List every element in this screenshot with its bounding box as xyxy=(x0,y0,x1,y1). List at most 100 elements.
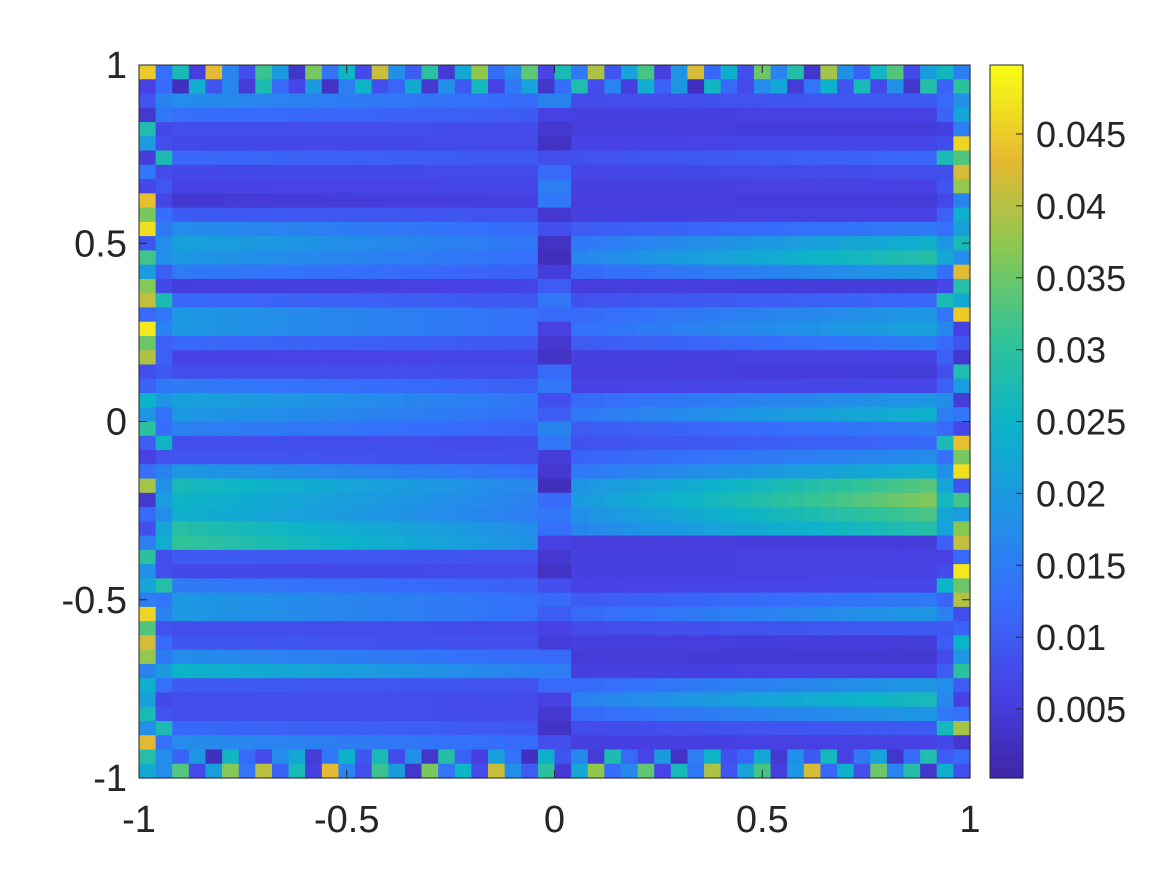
heatmap-cell xyxy=(620,136,639,152)
heatmap-cell xyxy=(837,293,855,309)
heatmap-cell xyxy=(720,592,738,608)
heatmap-cell xyxy=(770,221,788,237)
heatmap-cell xyxy=(521,435,539,451)
heatmap-cell xyxy=(953,606,971,622)
heatmap-cell xyxy=(571,264,589,280)
heatmap-cell xyxy=(886,278,905,294)
heatmap-cell xyxy=(704,179,722,194)
heatmap-cell xyxy=(521,678,539,694)
heatmap-cell xyxy=(554,335,572,351)
heatmap-cell xyxy=(321,350,340,366)
heatmap-cell xyxy=(737,507,755,522)
heatmap-cell xyxy=(670,621,689,636)
heatmap-cell xyxy=(454,578,472,594)
colorbar-segment xyxy=(990,477,1023,484)
heatmap-cell xyxy=(488,307,506,323)
heatmap-cell xyxy=(587,136,605,152)
heatmap-cell xyxy=(305,350,323,366)
heatmap-cell xyxy=(886,364,905,380)
heatmap-cell xyxy=(288,606,306,622)
heatmap-cell xyxy=(654,507,672,522)
heatmap-cell xyxy=(554,378,572,394)
heatmap-cell xyxy=(687,307,705,323)
heatmap-cell xyxy=(704,450,722,465)
colorbar-tick-label: 0.005 xyxy=(1036,689,1126,730)
colorbar-segment xyxy=(990,605,1023,612)
heatmap-cell xyxy=(238,65,256,80)
heatmap-cell xyxy=(404,464,423,480)
heatmap-cell xyxy=(205,278,223,294)
heatmap-cell xyxy=(388,478,406,494)
heatmap-cell xyxy=(305,507,323,522)
heatmap-cell xyxy=(155,364,173,380)
y-tick-label: 0.5 xyxy=(74,223,127,265)
heatmap-cell xyxy=(321,621,340,636)
heatmap-cell xyxy=(687,435,705,451)
heatmap-cell xyxy=(870,107,888,123)
heatmap-cell xyxy=(936,720,954,736)
heatmap-cell xyxy=(288,107,306,123)
heatmap-cell xyxy=(404,236,423,251)
heatmap-cell xyxy=(471,150,489,166)
heatmap-cell xyxy=(920,193,938,209)
heatmap-cell xyxy=(155,549,173,565)
heatmap-cell xyxy=(687,706,705,722)
heatmap-cell xyxy=(371,649,389,665)
heatmap-cell xyxy=(488,492,506,508)
colorbar-ticks: 0.0050.010.0150.020.0250.030.0350.040.04… xyxy=(1016,114,1126,730)
heatmap-cell xyxy=(737,535,755,551)
heatmap-cell xyxy=(421,150,439,166)
heatmap-cell xyxy=(753,720,772,736)
heatmap-cell xyxy=(355,164,373,180)
heatmap-cell xyxy=(371,392,389,408)
heatmap-cell xyxy=(687,136,705,152)
heatmap-cell xyxy=(587,749,605,765)
heatmap-cell xyxy=(521,407,539,423)
heatmap-cell xyxy=(687,364,705,380)
heatmap-cell xyxy=(753,150,772,166)
heatmap-cell xyxy=(637,65,655,80)
heatmap-cell xyxy=(504,350,522,366)
heatmap-cell xyxy=(205,236,223,251)
heatmap-cell xyxy=(920,321,938,337)
heatmap-cell xyxy=(355,236,373,251)
heatmap-cell xyxy=(288,364,306,380)
heatmap-cell xyxy=(737,107,755,123)
heatmap-cell xyxy=(205,478,223,494)
heatmap-cell xyxy=(355,621,373,636)
heatmap-cell xyxy=(238,150,256,166)
heatmap-cell xyxy=(953,649,971,665)
heatmap-cell xyxy=(820,335,838,351)
heatmap-cell xyxy=(188,122,207,137)
heatmap-cell xyxy=(388,150,406,166)
heatmap-cell xyxy=(421,193,439,209)
colorbar-segment xyxy=(990,516,1023,523)
heatmap-cell xyxy=(438,549,456,565)
heatmap-cell xyxy=(371,621,389,636)
heatmap-cell xyxy=(853,278,871,294)
heatmap-cell xyxy=(903,193,921,209)
heatmap-cell xyxy=(936,649,954,665)
heatmap-cell xyxy=(604,678,622,694)
heatmap-cell xyxy=(438,392,456,408)
heatmap-cell xyxy=(471,507,489,522)
heatmap-cell xyxy=(753,179,772,194)
heatmap-cell xyxy=(837,720,855,736)
heatmap-cell xyxy=(155,507,173,522)
heatmap-cell xyxy=(238,663,256,679)
heatmap-cell xyxy=(753,649,772,665)
heatmap-cell xyxy=(870,592,888,608)
heatmap-cell xyxy=(388,763,406,779)
heatmap-cell xyxy=(753,564,772,579)
heatmap-cell xyxy=(421,663,439,679)
heatmap-cell xyxy=(139,236,157,251)
heatmap-cell xyxy=(820,692,838,708)
heatmap-cell xyxy=(188,564,207,579)
heatmap-cell xyxy=(637,521,655,537)
heatmap-cell xyxy=(853,221,871,237)
heatmap-cell xyxy=(288,592,306,608)
heatmap-cell xyxy=(853,350,871,366)
heatmap-cell xyxy=(205,492,223,508)
heatmap-cell xyxy=(139,592,157,608)
heatmap-cell xyxy=(637,264,655,280)
